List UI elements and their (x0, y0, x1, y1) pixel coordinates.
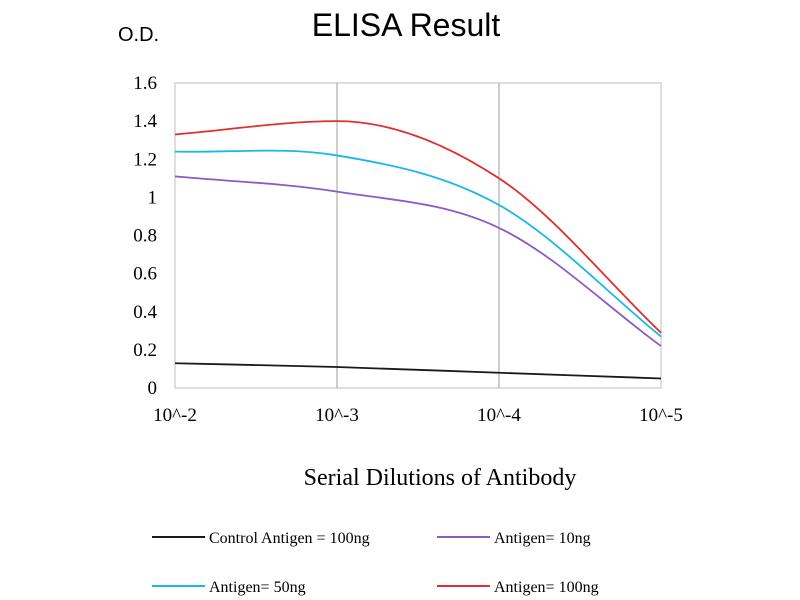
series-line-3 (174, 120, 662, 334)
plot-area (174, 82, 662, 389)
y-tick-label: 0.2 (133, 340, 157, 361)
y-tick-label: 0 (148, 378, 158, 399)
y-tick-label: 1.2 (133, 149, 157, 170)
series-line-1 (174, 175, 662, 347)
y-tick-label: 1.6 (133, 73, 157, 94)
y-tick-labels: 0 0.2 0.4 0.6 0.8 1 1.2 1.4 1.6 (133, 73, 157, 399)
grid-lines (336, 83, 500, 388)
y-tick-label: 0.6 (133, 264, 157, 285)
series-line-0 (174, 362, 662, 380)
series-lines (174, 120, 662, 380)
legend-label-2: Antigen= 50ng (209, 579, 306, 596)
series-line-2 (174, 149, 662, 338)
legend: Control Antigen = 100ng Antigen= 10ng Anti… (152, 530, 599, 596)
plot-border (174, 82, 662, 389)
x-tick-labels: 10^-2 10^-3 10^-4 10^-5 (153, 405, 683, 426)
x-tick-label: 10^-2 (153, 405, 197, 426)
legend-label-3: Antigen= 100ng (494, 579, 599, 596)
chart-title: ELISA Result (312, 7, 501, 43)
x-tick-label: 10^-5 (639, 405, 683, 426)
y-tick-label: 1 (148, 187, 158, 208)
x-tick-label: 10^-3 (315, 405, 359, 426)
y-axis-label: O.D. (118, 24, 159, 46)
x-axis-label: Serial Dilutions of Antibody (304, 465, 577, 491)
y-tick-label: 0.8 (133, 226, 157, 247)
y-tick-label: 0.4 (133, 302, 157, 323)
legend-label-0: Control Antigen = 100ng (209, 530, 370, 547)
legend-label-1: Antigen= 10ng (494, 530, 591, 547)
x-tick-label: 10^-4 (477, 405, 521, 426)
y-tick-label: 1.4 (133, 111, 157, 132)
